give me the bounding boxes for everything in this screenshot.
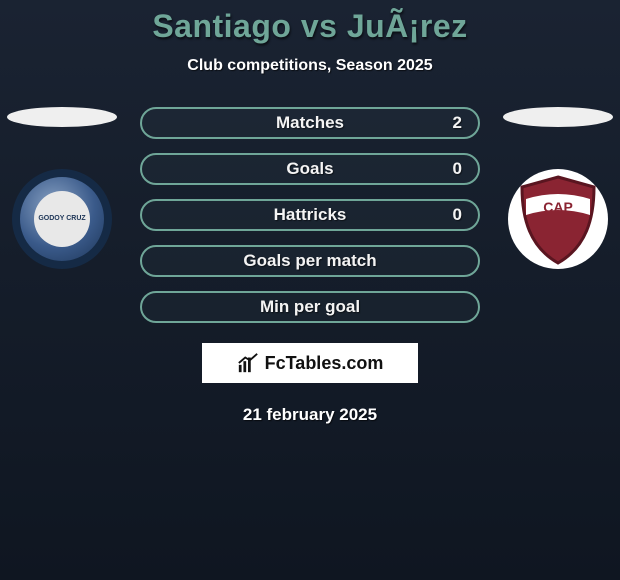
left-team-badge: GODOY CRUZ <box>12 169 112 269</box>
svg-text:CAP: CAP <box>543 199 573 215</box>
date-line: 21 february 2025 <box>243 405 377 425</box>
stat-value: 0 <box>453 205 462 225</box>
subtitle: Club competitions, Season 2025 <box>187 57 432 75</box>
right-team-col: CAP <box>498 107 618 269</box>
brand-text: FcTables.com <box>265 353 384 374</box>
left-marker-ellipse <box>7 107 117 127</box>
chart-icon <box>237 352 259 374</box>
shield-icon: CAP <box>508 169 608 269</box>
stat-row-hattricks: Hattricks 0 <box>140 199 480 231</box>
stat-row-matches: Matches 2 <box>140 107 480 139</box>
stats-column: Matches 2 Goals 0 Hattricks 0 Goals per … <box>140 107 480 323</box>
stat-value: 2 <box>453 113 462 133</box>
stat-label: Min per goal <box>260 297 360 317</box>
main-row: GODOY CRUZ Matches 2 Goals 0 Hattricks 0… <box>0 107 620 323</box>
stat-row-min-per-goal: Min per goal <box>140 291 480 323</box>
left-team-col: GODOY CRUZ <box>2 107 122 269</box>
stat-label: Goals per match <box>243 251 376 271</box>
stat-row-goals-per-match: Goals per match <box>140 245 480 277</box>
right-marker-ellipse <box>503 107 613 127</box>
stat-value: 0 <box>453 159 462 179</box>
right-team-badge: CAP <box>508 169 608 269</box>
stat-label: Goals <box>286 159 333 179</box>
stat-row-goals: Goals 0 <box>140 153 480 185</box>
page-title: Santiago vs JuÃ¡rez <box>152 8 467 45</box>
stat-label: Hattricks <box>274 205 347 225</box>
left-badge-label: GODOY CRUZ <box>34 191 90 247</box>
brand-box: FcTables.com <box>202 343 418 383</box>
stat-label: Matches <box>276 113 344 133</box>
